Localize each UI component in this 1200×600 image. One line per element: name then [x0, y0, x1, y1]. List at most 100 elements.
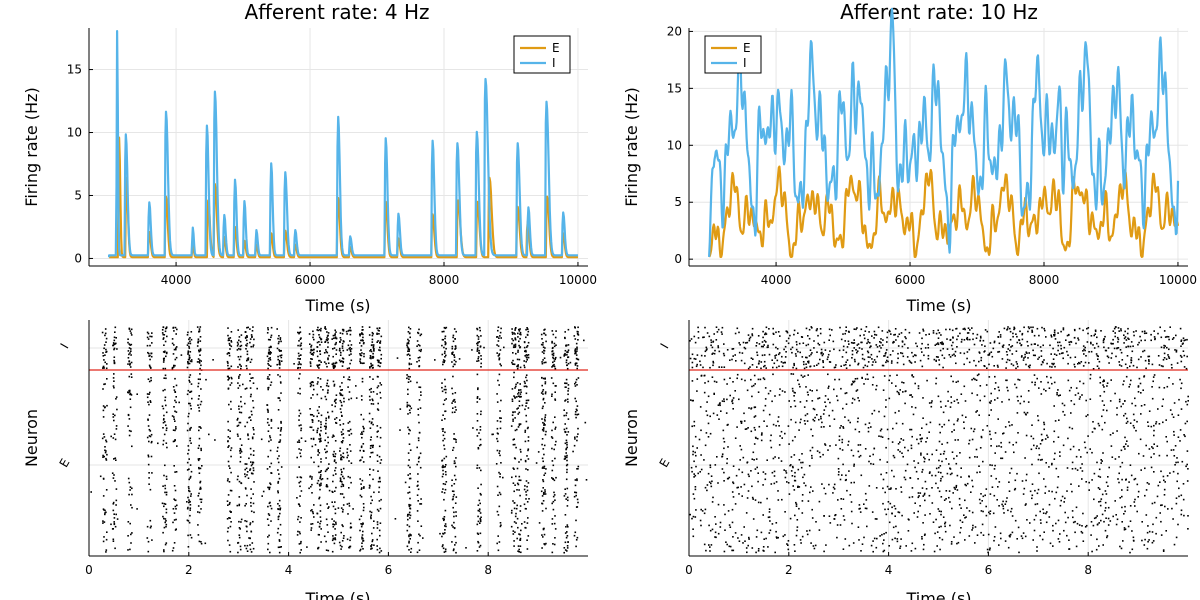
spike-dot: [968, 439, 971, 442]
spike-dot: [479, 519, 482, 521]
spike-dot: [518, 340, 520, 343]
spike-dot: [443, 388, 446, 391]
spike-dot: [1143, 330, 1146, 333]
spike-dot: [455, 330, 457, 333]
spike-dot: [230, 365, 233, 368]
spike-dot: [299, 326, 301, 329]
spike-dots: [689, 326, 1189, 554]
spike-dot: [146, 336, 149, 339]
spike-dot: [297, 530, 299, 533]
spike-dot: [268, 349, 270, 351]
spike-dot: [341, 345, 344, 347]
spike-dot: [310, 381, 313, 384]
spike-dot: [862, 366, 865, 369]
spike-dot: [408, 362, 411, 365]
spike-dot: [335, 353, 337, 355]
spike-dot: [1169, 326, 1171, 328]
spike-dot: [778, 457, 780, 459]
spike-dot: [517, 391, 520, 394]
spike-dot: [105, 367, 108, 370]
spike-dot: [846, 489, 848, 492]
spike-dot: [186, 429, 189, 432]
spike-dot: [418, 328, 420, 331]
spike-dot: [1020, 344, 1023, 346]
spike-dot: [1013, 326, 1015, 329]
spike-dot: [1009, 338, 1012, 341]
spike-dot: [690, 338, 693, 340]
spike-dot: [566, 459, 568, 462]
spike-dot: [104, 451, 107, 454]
spike-dot: [189, 351, 192, 353]
spike-dot: [750, 357, 753, 359]
spike-dot: [565, 439, 568, 442]
spike-dot: [555, 440, 557, 443]
spike-dot: [819, 456, 822, 458]
spike-dot: [360, 413, 362, 416]
spike-dot: [989, 547, 991, 549]
spike-dot: [1158, 364, 1161, 366]
spike-dot: [1056, 393, 1058, 396]
spike-dot: [339, 544, 342, 547]
spike-dot: [360, 515, 363, 517]
spike-dot: [350, 353, 352, 355]
spike-dot: [342, 433, 345, 435]
spike-dot: [752, 518, 755, 520]
spike-dot: [1118, 364, 1121, 366]
spike-dot: [858, 347, 861, 349]
spike-dot: [267, 418, 269, 420]
spike-dot: [565, 378, 568, 381]
spike-dot: [576, 478, 578, 480]
spike-dot: [958, 504, 961, 506]
spike-dot: [453, 474, 456, 477]
spike-dot: [888, 379, 890, 382]
spike-dot: [442, 469, 444, 472]
spike-dot: [512, 500, 514, 502]
spike-dot: [477, 487, 479, 489]
spike-dot: [542, 405, 544, 408]
spike-dot: [1024, 356, 1026, 358]
spike-dot: [377, 364, 380, 367]
spike-dot: [888, 329, 890, 332]
spike-dot: [418, 421, 420, 424]
spike-dot: [1066, 467, 1069, 469]
spike-dot: [198, 466, 200, 469]
spike-dot: [342, 452, 345, 455]
spike-dot: [1129, 422, 1132, 424]
spike-dot: [1140, 392, 1142, 394]
spike-dot: [807, 362, 810, 364]
spike-dot: [896, 361, 899, 364]
spike-dot: [332, 523, 335, 525]
spike-dot: [887, 508, 889, 510]
spike-dot: [163, 517, 165, 520]
spike-dot: [340, 404, 343, 407]
spike-dot: [278, 477, 281, 480]
spike-dot: [163, 350, 166, 353]
spike-dot: [372, 357, 374, 359]
spike-dot: [865, 507, 868, 510]
spike-dot: [333, 459, 336, 461]
spike-dot: [1096, 336, 1098, 339]
spike-dot: [335, 337, 338, 340]
spike-dot: [1104, 421, 1106, 424]
spike-dot: [164, 503, 167, 505]
spike-dot: [245, 488, 247, 490]
spike-dot: [376, 548, 379, 551]
spike-dot: [361, 326, 364, 328]
spike-dot: [417, 357, 420, 359]
y-tick-label: 15: [67, 63, 82, 77]
spike-dot: [369, 355, 372, 357]
spike-dot: [941, 538, 944, 541]
spike-dot: [762, 546, 765, 548]
spike-dot: [910, 394, 912, 396]
spike-dot: [551, 393, 553, 396]
spike-dot: [127, 350, 130, 352]
spike-dot: [129, 522, 131, 525]
spike-dot: [1064, 521, 1067, 524]
spike-dot: [334, 467, 337, 469]
spike-dot: [1187, 515, 1189, 517]
spike-dot: [950, 541, 953, 543]
spike-dot: [872, 540, 874, 542]
spike-dot: [376, 327, 378, 330]
spike-dot: [790, 464, 792, 466]
spike-dot: [779, 435, 781, 437]
